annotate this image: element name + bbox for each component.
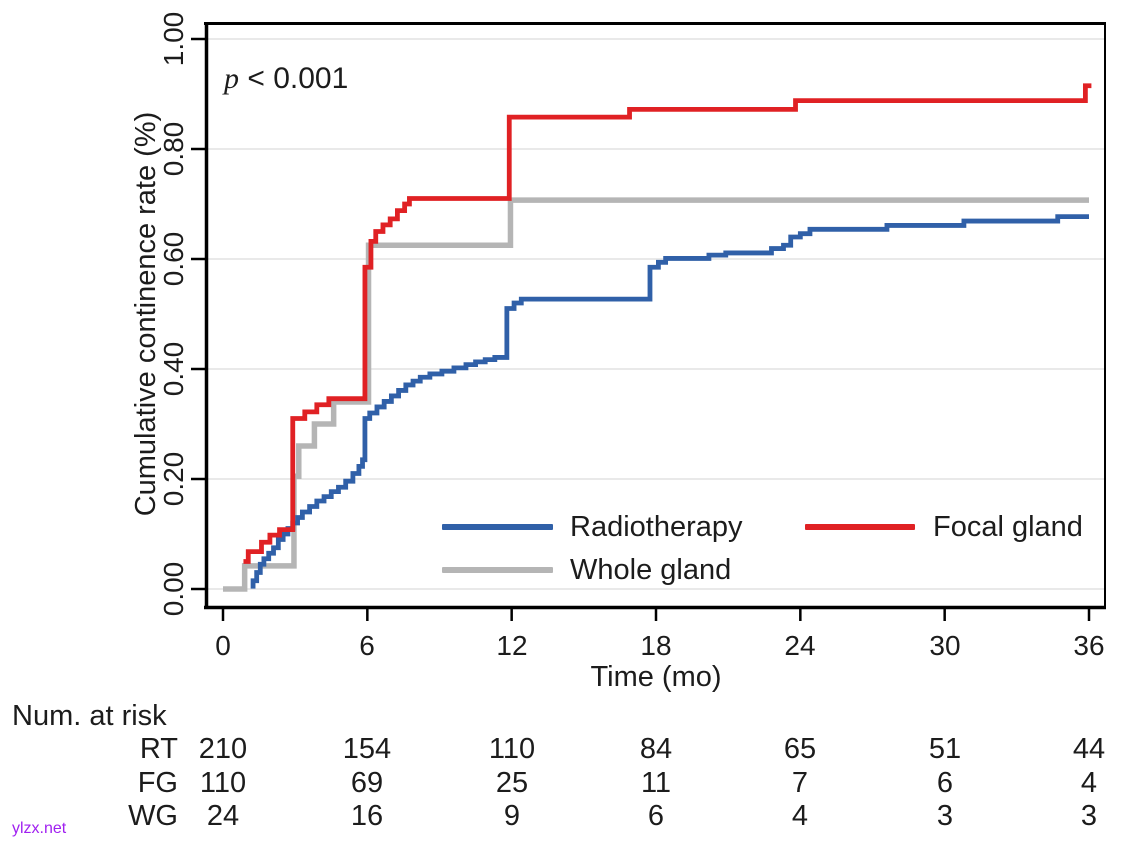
risk-value: 7 (791, 767, 809, 799)
p-symbol: p (224, 62, 239, 95)
watermark-link[interactable]: ylzx.net (12, 820, 67, 837)
x-tick-label-18: 18 (640, 630, 672, 661)
risk-value: 11 (640, 767, 672, 799)
x-tick-label-12: 12 (496, 630, 528, 661)
x-tick-label-0: 0 (215, 630, 231, 661)
p-value-text: < 0.001 (239, 62, 349, 95)
risk-row-label-rt: RT (139, 733, 178, 765)
risk-value: 4 (791, 800, 809, 832)
y-tick-label-0.00: 0.00 (158, 561, 189, 617)
risk-value: 84 (639, 733, 673, 765)
x-axis-label: Time (mo) (590, 661, 722, 693)
legend-line-whole-gland (442, 567, 553, 573)
risk-value: 44 (1072, 733, 1106, 765)
risk-value: 69 (350, 767, 384, 799)
legend-line-focal-gland (805, 524, 915, 530)
risk-value: 3 (936, 800, 954, 832)
risk-value: 3 (1080, 800, 1098, 832)
y-tick-label-0.40: 0.40 (158, 341, 189, 397)
y-tick-label-0.60: 0.60 (158, 231, 189, 287)
risk-value: 9 (503, 800, 521, 832)
legend-label-whole-gland: Whole gland (570, 554, 732, 586)
legend-label-radiotherapy: Radiotherapy (570, 511, 743, 543)
y-tick-label-0.20: 0.20 (158, 451, 189, 507)
y-tick-label-1.00: 1.00 (158, 11, 189, 67)
legend-line-radiotherapy (442, 524, 553, 530)
p-value-annotation: p < 0.001 (224, 62, 348, 96)
risk-value: 16 (350, 800, 384, 832)
legend-label-focal-gland: Focal gland (933, 511, 1083, 543)
risk-value: 6 (647, 800, 665, 832)
series-line-fg (243, 83, 1092, 564)
risk-value: 6 (936, 767, 954, 799)
x-tick-label-36: 36 (1073, 630, 1105, 661)
y-axis-label: Cumulative continence rate (%) (129, 111, 162, 517)
x-tick-label-30: 30 (929, 630, 961, 661)
risk-value: 210 (198, 733, 248, 765)
risk-row-label-wg: WG (128, 800, 178, 832)
series-line-wg (223, 197, 1089, 592)
risk-value: 25 (495, 767, 529, 799)
risk-value: 110 (199, 767, 247, 799)
risk-table-heading: Num. at risk (12, 700, 167, 732)
x-tick-label-6: 6 (359, 630, 375, 661)
risk-row-label-fg: FG (137, 767, 178, 799)
risk-value: 51 (928, 733, 962, 765)
risk-value: 24 (206, 800, 240, 832)
x-tick-label-24: 24 (784, 630, 816, 661)
risk-value: 154 (342, 733, 392, 765)
risk-value: 110 (488, 733, 536, 765)
risk-value: 4 (1080, 767, 1098, 799)
risk-value: 65 (783, 733, 817, 765)
y-tick-label-0.80: 0.80 (158, 121, 189, 177)
